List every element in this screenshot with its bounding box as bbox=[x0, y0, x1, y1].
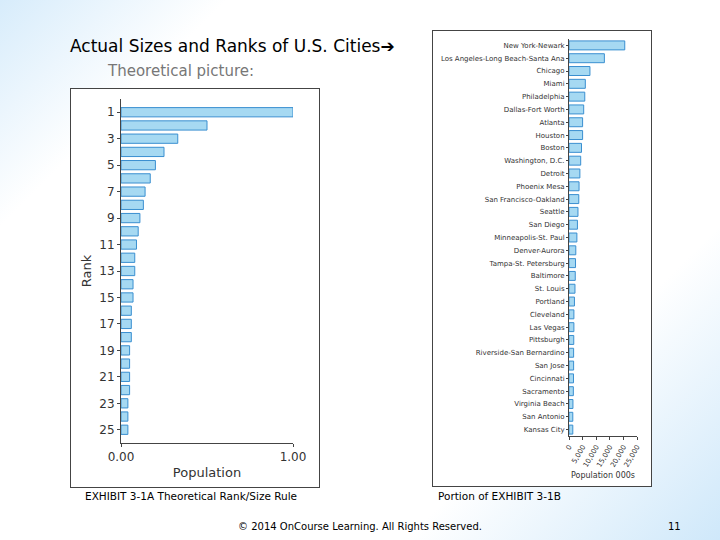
svg-text:5: 5 bbox=[107, 158, 115, 172]
html-text:© 2014 OnCourse Learning. All: © 2014 OnCourse Learning. All Rights Res… bbox=[238, 521, 482, 532]
svg-text:1.00: 1.00 bbox=[280, 450, 307, 464]
svg-text:Kansas City: Kansas City bbox=[524, 426, 565, 434]
html-text:Portion of EXHIBIT 3-1B: Portion of EXHIBIT 3-1B bbox=[438, 490, 561, 502]
svg-text:15,000: 15,000 bbox=[595, 444, 614, 469]
svg-text:19: 19 bbox=[99, 344, 114, 358]
svg-text:Cincinnati: Cincinnati bbox=[530, 375, 565, 383]
svg-text:San Francisco-Oakland: San Francisco-Oakland bbox=[485, 196, 565, 204]
html-text:EXHIBIT 3-1A Theoretical Rank/: EXHIBIT 3-1A Theoretical Rank/Size Rule bbox=[85, 490, 298, 502]
svg-text:Washington, D.C.: Washington, D.C. bbox=[504, 157, 564, 165]
svg-text:Population: Population bbox=[173, 465, 241, 480]
svg-text:Philadelphia: Philadelphia bbox=[522, 93, 565, 101]
svg-text:San Jose: San Jose bbox=[535, 362, 565, 370]
svg-text:0.00: 0.00 bbox=[108, 450, 135, 464]
svg-text:Seattle: Seattle bbox=[540, 208, 565, 216]
svg-text:15: 15 bbox=[99, 291, 114, 305]
svg-text:Los Angeles-Long Beach-Santa A: Los Angeles-Long Beach-Santa Ana bbox=[441, 55, 565, 63]
svg-text:Boston: Boston bbox=[540, 144, 564, 152]
svg-text:Virginia Beach: Virginia Beach bbox=[514, 400, 564, 408]
svg-text:Cleveland: Cleveland bbox=[530, 311, 565, 319]
svg-text:Tampa-St. Petersburg: Tampa-St. Petersburg bbox=[489, 260, 565, 268]
svg-text:Pittsburgh: Pittsburgh bbox=[529, 336, 565, 344]
svg-text:0: 0 bbox=[565, 444, 574, 452]
svg-text:Minneapolis-St. Paul: Minneapolis-St. Paul bbox=[494, 234, 565, 242]
svg-text:23: 23 bbox=[99, 397, 114, 411]
html-text:Actual Sizes and Ranks of U.S.: Actual Sizes and Ranks of U.S. Cities➔ bbox=[70, 36, 395, 56]
svg-text:New York-Newark: New York-Newark bbox=[504, 42, 566, 50]
svg-text:Dallas-Fort Worth: Dallas-Fort Worth bbox=[504, 106, 565, 114]
svg-text:3: 3 bbox=[107, 132, 115, 146]
svg-text:San Diego: San Diego bbox=[529, 221, 565, 229]
svg-text:Phoenix Mesa: Phoenix Mesa bbox=[516, 183, 564, 191]
svg-text:1: 1 bbox=[107, 105, 115, 119]
svg-text:Sacramento: Sacramento bbox=[522, 388, 564, 396]
html-text:Theoretical picture:: Theoretical picture: bbox=[108, 62, 254, 80]
svg-text:21: 21 bbox=[99, 370, 114, 384]
svg-text:Baltimore: Baltimore bbox=[531, 272, 565, 280]
html-text:11: 11 bbox=[668, 521, 681, 532]
svg-text:7: 7 bbox=[107, 185, 115, 199]
svg-text:Portland: Portland bbox=[536, 298, 565, 306]
svg-text:Las Vegas: Las Vegas bbox=[530, 324, 565, 332]
svg-text:25,000: 25,000 bbox=[623, 444, 642, 469]
svg-text:17: 17 bbox=[99, 317, 114, 331]
svg-text:Miami: Miami bbox=[544, 80, 565, 88]
svg-text:10,000: 10,000 bbox=[582, 444, 601, 469]
svg-text:Denver-Aurora: Denver-Aurora bbox=[514, 247, 565, 255]
svg-text:13: 13 bbox=[99, 264, 114, 278]
svg-text:Population 000s: Population 000s bbox=[571, 471, 635, 480]
svg-text:Riverside-San Bernardino: Riverside-San Bernardino bbox=[476, 349, 565, 357]
svg-text:9: 9 bbox=[107, 211, 115, 225]
svg-text:Detroit: Detroit bbox=[540, 170, 564, 178]
svg-text:San Antonio: San Antonio bbox=[522, 413, 564, 421]
svg-text:5,000: 5,000 bbox=[570, 444, 587, 465]
svg-text:25: 25 bbox=[99, 423, 114, 437]
svg-text:Chicago: Chicago bbox=[536, 67, 564, 75]
svg-text:20,000: 20,000 bbox=[609, 444, 628, 469]
svg-text:St. Louis: St. Louis bbox=[535, 285, 565, 293]
svg-text:Atlanta: Atlanta bbox=[539, 119, 564, 127]
svg-text:Rank: Rank bbox=[79, 254, 94, 287]
svg-text:Houston: Houston bbox=[536, 132, 565, 140]
svg-text:11: 11 bbox=[99, 238, 114, 252]
